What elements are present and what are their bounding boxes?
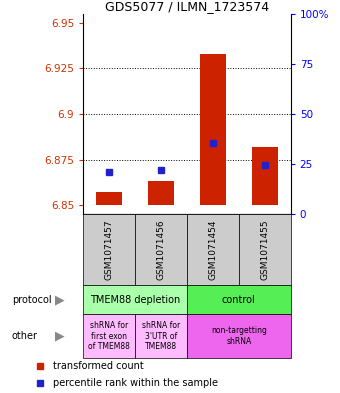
Title: GDS5077 / ILMN_1723574: GDS5077 / ILMN_1723574 xyxy=(105,0,269,13)
Bar xyxy=(83,314,135,358)
Bar xyxy=(96,192,122,205)
Text: GSM1071454: GSM1071454 xyxy=(208,219,217,280)
Bar xyxy=(239,214,291,285)
Bar xyxy=(187,285,291,314)
Bar xyxy=(83,285,187,314)
Text: TMEM88 depletion: TMEM88 depletion xyxy=(90,295,180,305)
Bar xyxy=(135,314,187,358)
Text: ▶: ▶ xyxy=(55,329,64,343)
Text: protocol: protocol xyxy=(12,295,52,305)
Text: shRNA for
first exon
of TMEM88: shRNA for first exon of TMEM88 xyxy=(88,321,130,351)
Text: GSM1071457: GSM1071457 xyxy=(105,219,114,280)
Bar xyxy=(187,214,239,285)
Text: GSM1071455: GSM1071455 xyxy=(260,219,269,280)
Bar xyxy=(83,214,135,285)
Text: transformed count: transformed count xyxy=(53,361,144,371)
Text: percentile rank within the sample: percentile rank within the sample xyxy=(53,378,218,387)
Bar xyxy=(187,314,291,358)
Text: other: other xyxy=(12,331,38,341)
Text: ▶: ▶ xyxy=(55,293,64,306)
Bar xyxy=(148,182,174,205)
Text: non-targetting
shRNA: non-targetting shRNA xyxy=(211,326,267,346)
Text: control: control xyxy=(222,295,256,305)
Bar xyxy=(252,147,278,205)
Bar xyxy=(200,54,226,205)
Bar xyxy=(135,214,187,285)
Text: shRNA for
3'UTR of
TMEM88: shRNA for 3'UTR of TMEM88 xyxy=(142,321,180,351)
Text: GSM1071456: GSM1071456 xyxy=(157,219,166,280)
